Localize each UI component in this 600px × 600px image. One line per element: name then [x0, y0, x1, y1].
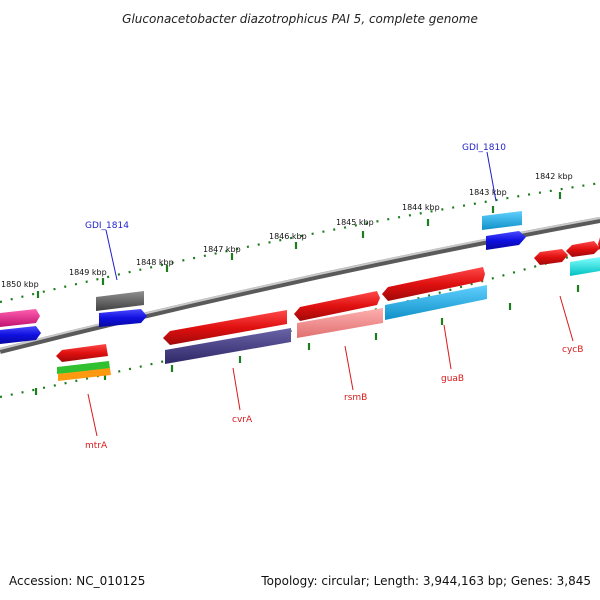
- gene-label-mtra[interactable]: mtrA: [85, 441, 108, 451]
- leader-guab: [443, 324, 452, 370]
- gene-feature-orange-mtra[interactable]: [58, 368, 111, 381]
- leader-gdi1814: [105, 229, 118, 281]
- tick-label-1850: 1850 kbp: [1, 280, 39, 289]
- gene-feature-red-rsmb[interactable]: [294, 291, 380, 321]
- genome-summary-text: Topology: circular; Length: 3,944,163 bp…: [260, 574, 591, 588]
- outer-major-ticks: [36, 192, 562, 298]
- gene-feature-magenta-left[interactable]: [0, 309, 40, 327]
- gene-feature-aqua-right[interactable]: [570, 257, 600, 276]
- tick-label-1844: 1844 kbp: [402, 203, 440, 212]
- gene-label-guab[interactable]: guaB: [441, 374, 464, 384]
- gene-feature-red-cvra[interactable]: [163, 310, 287, 345]
- gene-feature-blue-gdi1814[interactable]: [99, 309, 147, 327]
- tick-label-1847: 1847 kbp: [203, 245, 241, 254]
- gene-feature-pink-rsmb[interactable]: [297, 308, 383, 338]
- tick-labels: 1850 kbp 1849 kbp 1848 kbp 1847 kbp 1846…: [1, 172, 573, 289]
- gene-feature-blue-gdi1810[interactable]: [486, 231, 526, 250]
- tick-label-1848: 1848 kbp: [136, 258, 174, 267]
- gene-feature-green-mtra[interactable]: [57, 361, 110, 374]
- leader-cycb: [559, 295, 574, 342]
- leader-rsmb: [344, 345, 354, 391]
- gene-feature-cyan-gdi1810[interactable]: [482, 211, 522, 230]
- label-leader-lines: [87, 151, 574, 437]
- leader-gdi1810: [486, 151, 497, 202]
- gene-label-cvra[interactable]: cvrA: [232, 415, 253, 425]
- tick-label-1843: 1843 kbp: [469, 188, 507, 197]
- gene-feature-navy-cvra[interactable]: [165, 328, 291, 364]
- gene-feature-gray-gdi1814[interactable]: [96, 291, 144, 311]
- gene-label-cycb[interactable]: cycB: [562, 345, 583, 355]
- map-title: Gluconacetobacter diazotrophicus PAI 5, …: [122, 12, 478, 26]
- gene-feature-cyan-guab[interactable]: [385, 285, 487, 320]
- tick-label-1842: 1842 kbp: [535, 172, 573, 181]
- gene-feature-red-mtra[interactable]: [56, 344, 108, 362]
- tick-label-1846: 1846 kbp: [269, 232, 307, 241]
- gene-label-gdi1814[interactable]: GDI_1814: [85, 221, 129, 231]
- gene-feature-red-right-1[interactable]: [534, 249, 568, 265]
- accession-text: Accession: NC_010125: [9, 574, 145, 588]
- gene-feature-red-guab[interactable]: [382, 267, 485, 301]
- leader-mtra: [87, 393, 98, 437]
- gene-label-gdi1810[interactable]: GDI_1810: [462, 143, 506, 153]
- tick-label-1849: 1849 kbp: [69, 268, 107, 277]
- leader-cvra: [232, 367, 241, 411]
- gene-label-rsmb[interactable]: rsmB: [344, 393, 367, 403]
- gene-feature-blue-left[interactable]: [0, 326, 41, 344]
- gene-feature-red-right-2[interactable]: [566, 241, 600, 257]
- tick-label-1845: 1845 kbp: [336, 218, 374, 227]
